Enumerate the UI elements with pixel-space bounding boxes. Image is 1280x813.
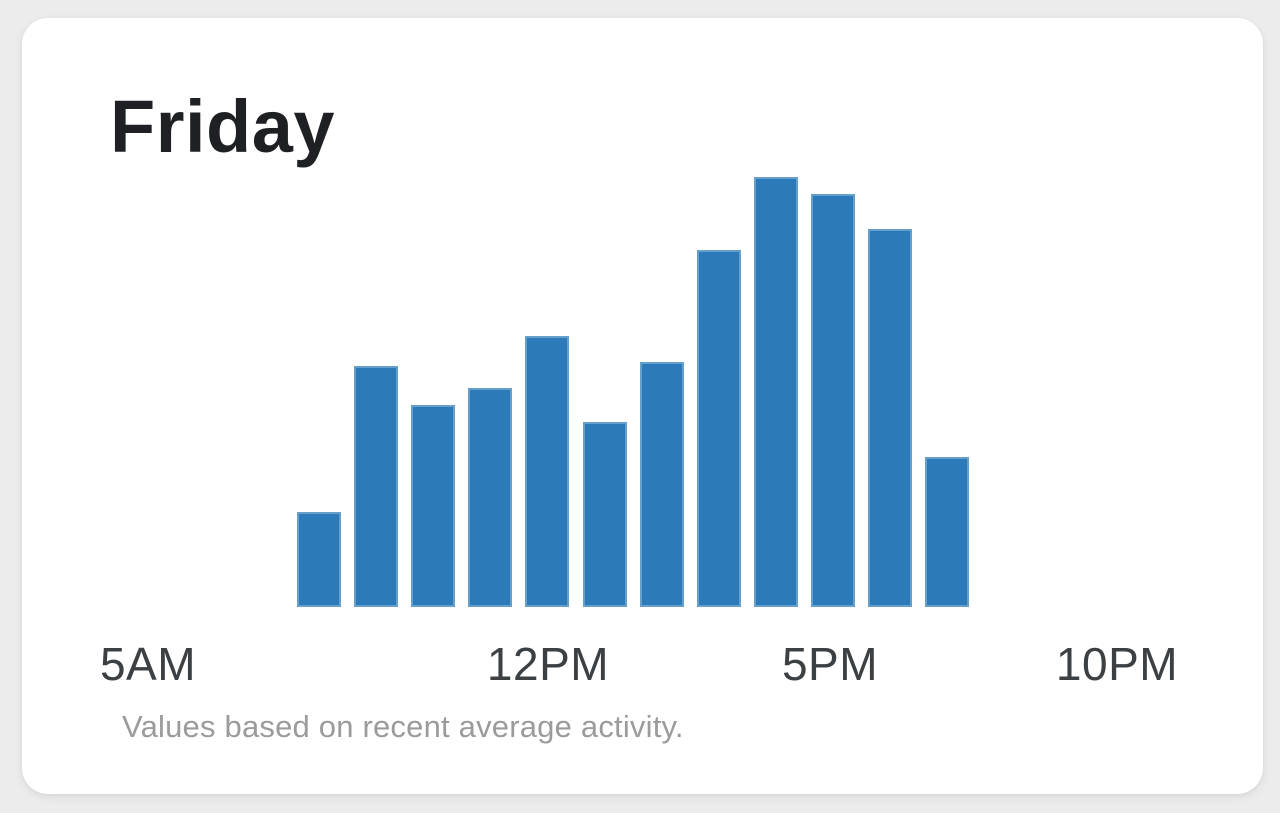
bar-1pm[interactable] <box>582 422 627 607</box>
x-tick-5pm: 5PM <box>781 638 879 690</box>
x-tick-10pm: 10PM <box>1055 638 1179 690</box>
x-axis: 5AM 12PM 5PM 10PM <box>22 637 1263 690</box>
bar-5pm[interactable] <box>810 194 855 607</box>
x-tick-5am: 5AM <box>99 638 197 690</box>
bar-9am[interactable] <box>354 366 399 607</box>
bar-6pm[interactable] <box>868 228 912 607</box>
x-tick-12pm: 12PM <box>486 638 610 690</box>
bar-7pm[interactable] <box>925 456 970 607</box>
day-title: Friday <box>110 85 336 168</box>
bar-4pm[interactable] <box>753 177 798 607</box>
bar-3pm[interactable] <box>696 250 741 607</box>
chart-footnote: Values based on recent average activity. <box>122 709 684 744</box>
activity-bar-chart <box>297 177 977 607</box>
bar-8am[interactable] <box>297 512 341 607</box>
bar-11am[interactable] <box>468 387 513 607</box>
popular-times-card: Friday 5AM 12PM 5PM 10PM Values based on re… <box>22 18 1263 794</box>
bar-12pm[interactable] <box>525 336 570 607</box>
bar-10am[interactable] <box>411 404 456 607</box>
bar-2pm[interactable] <box>639 361 684 607</box>
